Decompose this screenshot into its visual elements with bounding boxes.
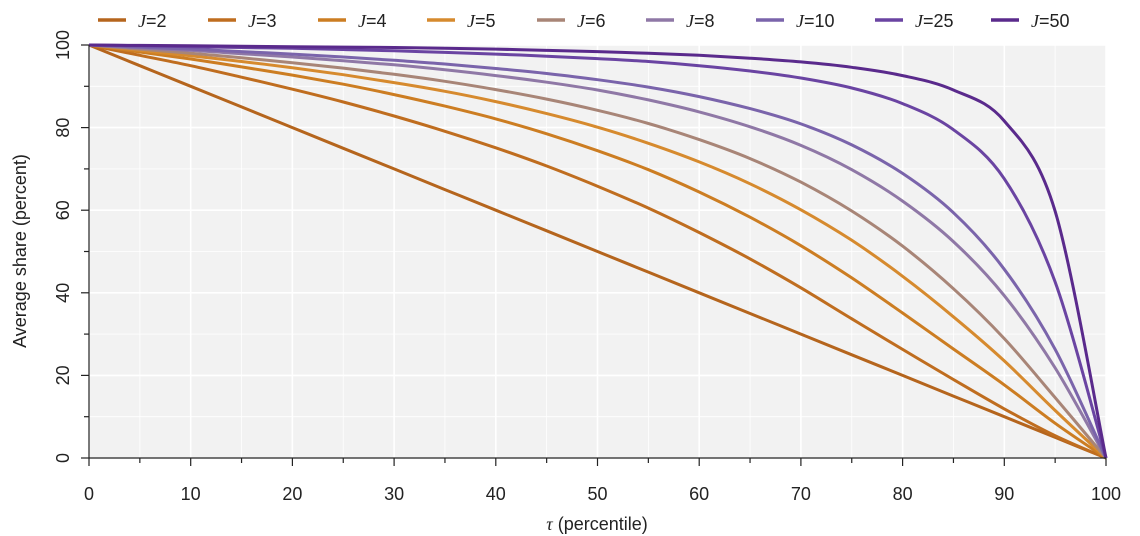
x-axis-title-text: (percentile): [553, 514, 648, 534]
series-line: [88, 43, 1107, 460]
y-axis-title: Average share (percent): [10, 154, 30, 348]
legend-value: =2: [146, 11, 167, 31]
y-tick-label: 0: [53, 453, 73, 463]
legend-label: J=2: [138, 11, 167, 31]
x-tick-label: 30: [384, 484, 404, 504]
y-tick-label: 40: [53, 283, 73, 303]
legend-value: =5: [475, 11, 496, 31]
legend: J=2 J=3 J=4 J=5 J=6 J=8 J=10 J=25 J=50: [98, 11, 1070, 31]
x-tick-label: 100: [1091, 484, 1121, 504]
series-line: [88, 43, 1107, 460]
legend-value: =4: [366, 11, 387, 31]
series-lines: [88, 43, 1108, 460]
x-tick-label: 10: [181, 484, 201, 504]
legend-label: J=6: [577, 11, 606, 31]
legend-symbol: J: [1031, 11, 1040, 31]
y-axis: 0 20 40 60 80 100: [53, 30, 90, 463]
legend-symbol: J: [358, 11, 367, 31]
legend-value: =6: [585, 11, 606, 31]
legend-label: J=8: [686, 11, 715, 31]
series-line: [88, 43, 1108, 459]
x-axis: 0 10 20 30 40 50 60 70 80 90 100: [84, 457, 1121, 504]
legend-label: J=10: [796, 11, 835, 31]
legend-value: =10: [804, 11, 835, 31]
x-tick-label: 40: [486, 484, 506, 504]
legend-symbol: J: [686, 11, 695, 31]
series-line: [88, 43, 1108, 459]
legend-label: J=50: [1031, 11, 1070, 31]
legend-label: J=25: [915, 11, 954, 31]
x-axis-title-symbol: τ: [546, 514, 553, 534]
legend-value: =50: [1039, 11, 1070, 31]
series-line: [88, 43, 1108, 459]
x-tick-label: 0: [84, 484, 94, 504]
legend-value: =8: [694, 11, 715, 31]
legend-symbol: J: [138, 11, 147, 31]
y-tick-label: 100: [53, 30, 73, 60]
x-tick-label: 80: [893, 484, 913, 504]
x-axis-title: τ (percentile): [546, 514, 648, 534]
y-tick-label: 60: [53, 200, 73, 220]
series-line: [88, 43, 1107, 460]
legend-label: J=5: [467, 11, 496, 31]
x-tick-label: 20: [282, 484, 302, 504]
legend-symbol: J: [796, 11, 805, 31]
x-tick-label: 70: [791, 484, 811, 504]
legend-symbol: J: [467, 11, 476, 31]
x-tick-label: 50: [587, 484, 607, 504]
series-line: [88, 43, 1108, 459]
y-tick-label: 20: [53, 365, 73, 385]
x-tick-label: 60: [689, 484, 709, 504]
legend-symbol: J: [577, 11, 586, 31]
y-tick-label: 80: [53, 118, 73, 138]
legend-label: J=3: [248, 11, 277, 31]
legend-value: =3: [256, 11, 277, 31]
legend-label: J=4: [358, 11, 387, 31]
legend-symbol: J: [248, 11, 257, 31]
series-line: [88, 43, 1108, 460]
x-tick-label: 90: [994, 484, 1014, 504]
legend-value: =25: [923, 11, 954, 31]
legend-symbol: J: [915, 11, 924, 31]
